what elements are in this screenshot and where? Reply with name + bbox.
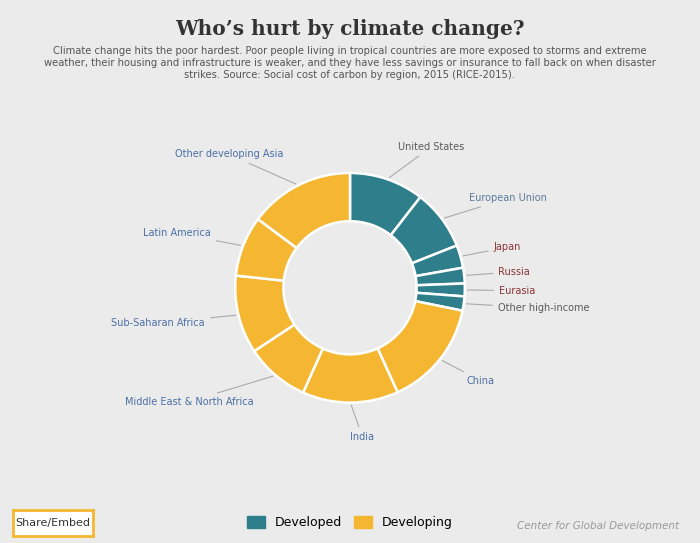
Text: Center for Global Development: Center for Global Development [517, 521, 679, 531]
Legend: Developed, Developing: Developed, Developing [242, 511, 458, 534]
Wedge shape [303, 349, 398, 402]
Wedge shape [416, 268, 465, 285]
Wedge shape [377, 301, 463, 392]
Text: Japan: Japan [463, 242, 521, 256]
Text: strikes. Source: Social cost of carbon by region, 2015 (RICE-2015).: strikes. Source: Social cost of carbon b… [185, 70, 515, 80]
Wedge shape [350, 173, 421, 235]
Text: weather, their housing and infrastructure is weaker, and they have less savings : weather, their housing and infrastructur… [44, 58, 656, 68]
Text: Share/Embed: Share/Embed [15, 519, 90, 528]
Wedge shape [258, 173, 350, 248]
Text: China: China [442, 361, 495, 386]
Text: India: India [351, 405, 374, 442]
Wedge shape [235, 275, 295, 351]
Text: Other high-income: Other high-income [466, 304, 589, 313]
Text: United States: United States [389, 142, 465, 178]
Wedge shape [416, 283, 465, 296]
Wedge shape [254, 325, 323, 393]
Text: Other developing Asia: Other developing Asia [175, 149, 296, 184]
Text: Climate change hits the poor hardest. Poor people living in tropical countries a: Climate change hits the poor hardest. Po… [53, 46, 647, 56]
Wedge shape [236, 219, 297, 281]
Wedge shape [412, 245, 463, 276]
Text: Sub-Saharan Africa: Sub-Saharan Africa [111, 315, 236, 328]
Text: Latin America: Latin America [144, 228, 240, 245]
Wedge shape [391, 197, 456, 263]
Text: Who’s hurt by climate change?: Who’s hurt by climate change? [175, 19, 525, 39]
Text: European Union: European Union [444, 193, 547, 218]
Text: Russia: Russia [467, 267, 530, 277]
Text: Eurasia: Eurasia [468, 286, 536, 295]
Text: Middle East & North Africa: Middle East & North Africa [125, 376, 273, 407]
Wedge shape [415, 293, 465, 311]
